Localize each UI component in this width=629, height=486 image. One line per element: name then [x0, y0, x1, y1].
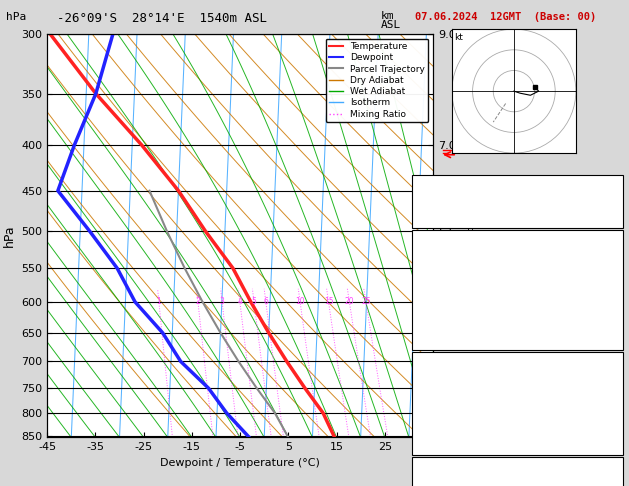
Text: 7: 7	[613, 402, 619, 412]
Text: CIN (J): CIN (J)	[416, 435, 458, 445]
Text: Totals Totals: Totals Totals	[416, 193, 494, 203]
Text: Lifted Index: Lifted Index	[416, 297, 487, 307]
Text: 4: 4	[237, 297, 242, 306]
Text: 852: 852	[601, 369, 619, 379]
Text: -0: -0	[607, 177, 619, 187]
Text: 25: 25	[361, 297, 370, 306]
Text: 0.51: 0.51	[595, 210, 619, 220]
X-axis label: Dewpoint / Temperature (°C): Dewpoint / Temperature (°C)	[160, 458, 320, 468]
Text: Lifted Index: Lifted Index	[416, 402, 487, 412]
Text: hPa: hPa	[6, 12, 26, 22]
Text: CAPE (J): CAPE (J)	[416, 314, 464, 324]
Text: 312: 312	[601, 281, 619, 291]
Text: K: K	[416, 177, 422, 187]
Text: 20: 20	[345, 297, 354, 306]
Y-axis label: Mixing Ratio (g/kg): Mixing Ratio (g/kg)	[462, 190, 472, 282]
Text: 14.6: 14.6	[595, 248, 619, 258]
Text: 5: 5	[252, 297, 257, 306]
Text: CAPE (J): CAPE (J)	[416, 419, 464, 429]
Text: 0: 0	[613, 314, 619, 324]
Text: 114: 114	[601, 474, 619, 484]
Text: Most Unstable: Most Unstable	[478, 353, 557, 363]
Text: 312: 312	[601, 386, 619, 396]
Legend: Temperature, Dewpoint, Parcel Trajectory, Dry Adiabat, Wet Adiabat, Isotherm, Mi: Temperature, Dewpoint, Parcel Trajectory…	[326, 38, 428, 122]
Text: LCL: LCL	[413, 331, 431, 341]
Text: θₑ(K): θₑ(K)	[416, 281, 446, 291]
Text: -3.1: -3.1	[595, 264, 619, 274]
Text: 15: 15	[324, 297, 333, 306]
Text: Pressure (mb): Pressure (mb)	[416, 369, 494, 379]
Text: 39: 39	[607, 193, 619, 203]
Text: 07.06.2024  12GMT  (Base: 00): 07.06.2024 12GMT (Base: 00)	[415, 12, 596, 22]
Text: kt: kt	[454, 33, 463, 42]
Text: 10: 10	[295, 297, 305, 306]
Text: 2: 2	[196, 297, 200, 306]
Text: 6: 6	[264, 297, 268, 306]
Text: -26°09'S  28°14'E  1540m ASL: -26°09'S 28°14'E 1540m ASL	[57, 12, 267, 25]
Text: CIN (J): CIN (J)	[416, 330, 458, 340]
Text: 3: 3	[220, 297, 225, 306]
Text: EH: EH	[416, 474, 428, 484]
Text: PW (cm): PW (cm)	[416, 210, 458, 220]
Text: 0: 0	[613, 435, 619, 445]
Y-axis label: hPa: hPa	[3, 225, 16, 247]
Text: 0: 0	[613, 330, 619, 340]
Text: 0: 0	[613, 419, 619, 429]
Text: Surface: Surface	[496, 231, 538, 241]
Text: ASL: ASL	[381, 20, 401, 31]
Text: Temp (°C): Temp (°C)	[416, 248, 470, 258]
Text: Hodograph: Hodograph	[491, 458, 544, 468]
Text: 1: 1	[157, 297, 161, 306]
Text: km: km	[381, 11, 394, 21]
Text: θₑ (K): θₑ (K)	[416, 386, 452, 396]
Text: 7: 7	[613, 297, 619, 307]
Text: Dewp (°C): Dewp (°C)	[416, 264, 470, 274]
